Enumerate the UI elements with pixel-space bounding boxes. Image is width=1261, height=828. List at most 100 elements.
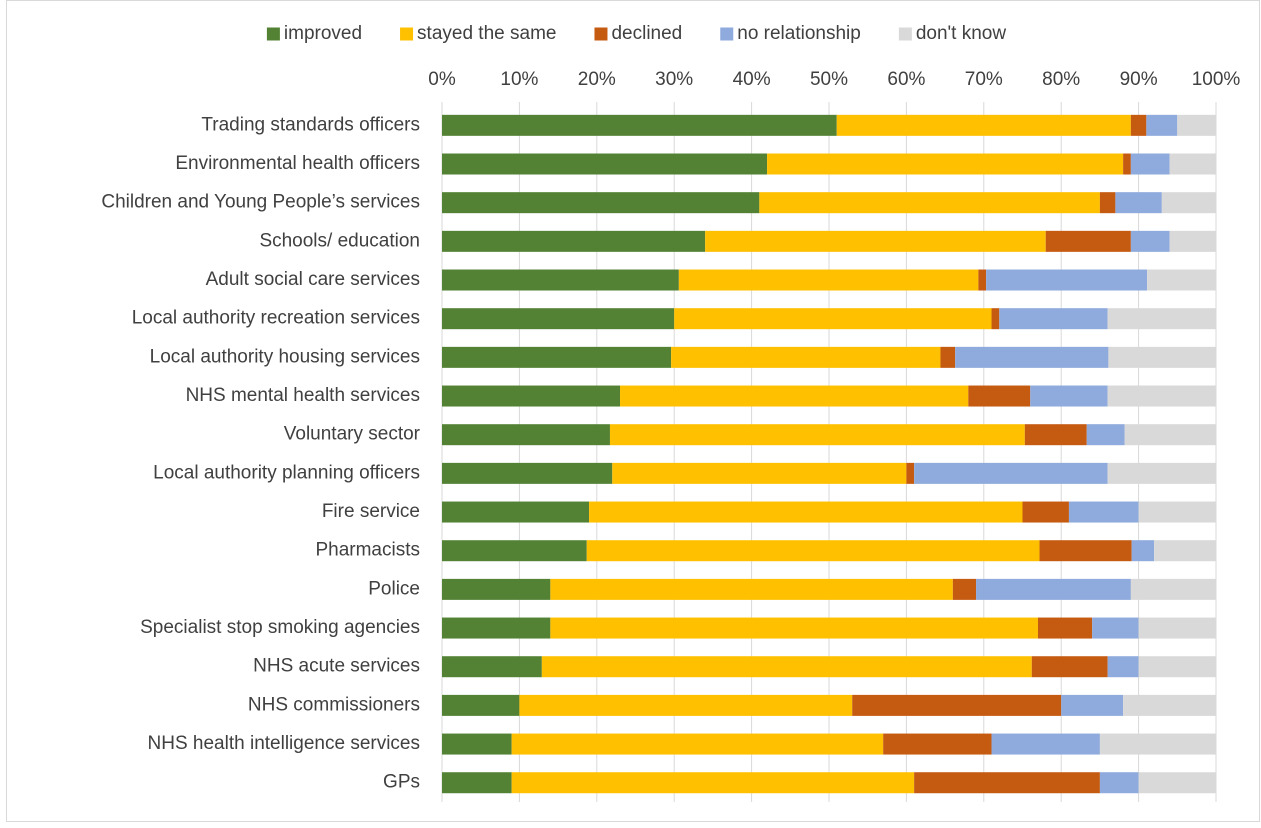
bar-segment-stayed-the-same	[511, 772, 915, 794]
bar-segment-no-relationship	[1107, 656, 1139, 678]
bar-segment-don-t-know	[1138, 501, 1216, 523]
x-tick-label: 40%	[733, 69, 771, 90]
bar-segment-stayed-the-same	[550, 578, 953, 600]
bar-segment-declined	[883, 733, 992, 755]
bar-segment-stayed-the-same	[759, 192, 1100, 214]
bar-segment-no-relationship	[1131, 540, 1155, 562]
bar-segment-stayed-the-same	[541, 656, 1032, 678]
bar-segment-declined	[1123, 153, 1131, 175]
bar-segment-improved	[442, 733, 512, 755]
category-label: Specialist stop smoking agencies	[140, 617, 420, 638]
bars	[442, 114, 1216, 794]
bar-segment-no-relationship	[1030, 385, 1108, 407]
bar-segment-no-relationship	[1130, 153, 1170, 175]
category-label: NHS health intelligence services	[148, 733, 420, 754]
bar-segment-no-relationship	[986, 269, 1148, 291]
category-label: Trading standards officers	[201, 114, 420, 135]
legend-swatch	[720, 27, 734, 41]
bar-segment-declined	[1022, 501, 1069, 523]
category-label: Police	[368, 578, 420, 599]
legend: improved stayed the same declined no relati…	[266, 23, 1007, 44]
bar-segment-don-t-know	[1169, 230, 1216, 252]
bar-segment-stayed-the-same	[586, 540, 1040, 562]
bar-segment-improved	[442, 694, 520, 716]
x-tick-label: 50%	[810, 69, 848, 90]
bar-segment-no-relationship	[1115, 192, 1162, 214]
bar-segment-no-relationship	[976, 578, 1131, 600]
bar-segment-declined	[968, 385, 1031, 407]
bar-segment-declined	[940, 346, 956, 368]
bar-segment-improved	[442, 230, 706, 252]
bar-segment-don-t-know	[1147, 269, 1216, 291]
legend-item: declined	[594, 23, 682, 44]
category-label: Local authority recreation services	[132, 308, 420, 329]
bar-segment-stayed-the-same	[511, 733, 884, 755]
bar-segment-no-relationship	[1099, 772, 1139, 794]
gridlines	[441, 102, 1217, 803]
bar-segment-improved	[442, 772, 512, 794]
bar-segment-improved	[442, 501, 590, 523]
legend-swatch	[400, 27, 414, 41]
bar-segment-declined	[1130, 114, 1147, 136]
bar-segment-declined	[914, 772, 1100, 794]
bar-segment-declined	[1045, 230, 1131, 252]
x-tick-label: 80%	[1042, 69, 1080, 90]
legend-swatch	[898, 27, 912, 41]
chart-frame	[6, 0, 1260, 822]
bar-segment-no-relationship	[1130, 230, 1170, 252]
x-tick-label: 70%	[965, 69, 1003, 90]
x-tick-label: 100%	[1192, 69, 1241, 90]
bar-segment-stayed-the-same	[620, 385, 969, 407]
bar-segment-improved	[442, 385, 621, 407]
bar-segment-don-t-know	[1130, 578, 1216, 600]
legend-item: no relationship	[720, 23, 861, 44]
bar-segment-no-relationship	[955, 346, 1109, 368]
bar-segment-declined	[991, 308, 1000, 330]
bar-segment-stayed-the-same	[612, 462, 907, 484]
bar-segment-don-t-know	[1099, 733, 1216, 755]
x-tick-label: 0%	[428, 69, 456, 90]
category-label: NHS acute services	[253, 656, 420, 677]
bar-segment-don-t-know	[1107, 308, 1216, 330]
bar-segment-don-t-know	[1108, 346, 1216, 368]
bar-segment-stayed-the-same	[767, 153, 1124, 175]
bar-segment-declined	[1037, 617, 1093, 639]
bar-segment-declined	[1024, 424, 1087, 446]
bar-segment-improved	[442, 578, 551, 600]
bar-segment-stayed-the-same	[836, 114, 1131, 136]
legend-label: don't know	[916, 23, 1007, 44]
x-tick-label: 90%	[1120, 69, 1158, 90]
x-tick-labels: 0% 10% 20% 30% 40% 50% 60% 70% 80% 90% 100%	[428, 69, 1240, 90]
bar-segment-don-t-know	[1161, 192, 1216, 214]
bar-segment-declined	[978, 269, 987, 291]
bar-segment-improved	[442, 269, 679, 291]
x-tick-label: 20%	[578, 69, 616, 90]
legend-label: stayed the same	[417, 23, 556, 44]
category-label: NHS mental health services	[186, 385, 420, 406]
x-tick-label: 30%	[655, 69, 693, 90]
bar-segment-declined	[952, 578, 977, 600]
bar-segment-improved	[442, 424, 610, 446]
bar-segment-no-relationship	[1146, 114, 1178, 136]
bar-segment-don-t-know	[1138, 656, 1216, 678]
category-label: NHS commissioners	[248, 694, 420, 715]
bar-segment-don-t-know	[1154, 540, 1216, 562]
legend-swatch	[266, 27, 280, 41]
bar-segment-improved	[442, 192, 760, 214]
bar-segment-stayed-the-same	[671, 346, 941, 368]
bar-segment-declined	[906, 462, 915, 484]
bar-segment-declined	[1099, 192, 1116, 214]
bar-segment-don-t-know	[1124, 424, 1216, 446]
bar-segment-improved	[442, 346, 672, 368]
bar-segment-don-t-know	[1138, 617, 1216, 639]
bar-segment-no-relationship	[1092, 617, 1139, 639]
bar-segment-declined	[852, 694, 1062, 716]
bar-segment-no-relationship	[914, 462, 1108, 484]
category-label: Voluntary sector	[284, 424, 421, 445]
bar-segment-don-t-know	[1177, 114, 1216, 136]
legend-item: improved	[266, 23, 362, 44]
bar-segment-declined	[1031, 656, 1108, 678]
bar-segment-don-t-know	[1169, 153, 1216, 175]
